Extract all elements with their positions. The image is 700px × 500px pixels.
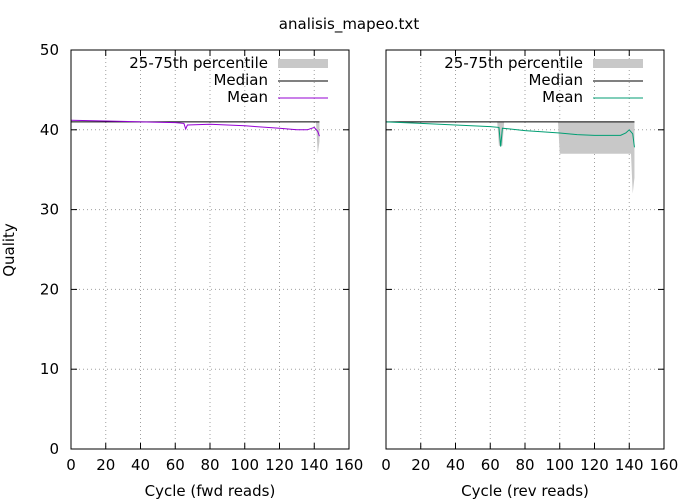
mean-line [385, 121, 635, 148]
percentile-band [71, 121, 320, 154]
legend-label: Median [528, 71, 583, 89]
figure-title: analisis_mapeo.txt [279, 15, 420, 34]
x-tick-label: 20 [96, 456, 115, 474]
y-tick-label: 50 [40, 41, 59, 59]
x-tick-label: 100 [545, 456, 574, 474]
legend-label: 25-75th percentile [129, 54, 268, 72]
x-tick-label: 160 [650, 456, 679, 474]
percentile-band [386, 121, 635, 194]
plot-border [70, 49, 350, 450]
x-tick-label: 0 [381, 456, 391, 474]
x-tick-label: 140 [615, 456, 644, 474]
legend-label: Mean [227, 88, 268, 106]
x-tick-label: 80 [200, 456, 219, 474]
panel-rev: 0 20 40 60 80 100 120 140 160 Cycle (rev reads) 25… [381, 49, 679, 500]
x-tick-label: 0 [66, 456, 76, 474]
figure-ylabel: Quality [0, 223, 18, 277]
x-tick-label: 80 [515, 456, 534, 474]
mean-line [70, 119, 320, 137]
x-tick-label: 60 [166, 456, 185, 474]
x-tick-label: 40 [131, 456, 150, 474]
y-tick-label: 40 [40, 121, 59, 139]
legend-label: 25-75th percentile [444, 54, 583, 72]
x-axis-label: Cycle (rev reads) [461, 482, 589, 500]
legend-swatch-band [278, 59, 328, 68]
legend-swatch-band [593, 59, 643, 68]
x-tick-label: 60 [481, 456, 500, 474]
x-tick-label: 140 [300, 456, 329, 474]
x-tick-label: 20 [411, 456, 430, 474]
y-tick-label: 30 [40, 201, 59, 219]
plot-border [385, 49, 665, 450]
x-tick-label: 120 [580, 456, 609, 474]
y-tick-label: 10 [40, 360, 59, 378]
y-tick-label: 0 [49, 440, 59, 458]
x-tick-label: 100 [230, 456, 259, 474]
x-axis-label: Cycle (fwd reads) [145, 482, 276, 500]
legend-label: Mean [542, 88, 583, 106]
x-tick-label: 160 [335, 456, 364, 474]
panel-fwd: 0 20 40 60 80 100 120 140 160 0 10 20 30 40 50 Cycle (f… [40, 41, 363, 500]
legend-label: Median [213, 71, 268, 89]
x-tick-label: 120 [265, 456, 294, 474]
x-tick-label: 40 [446, 456, 465, 474]
chart-panels: 0 20 40 60 80 100 120 140 160 0 10 20 30 40 50 Cycle (f… [40, 41, 678, 500]
y-tick-label: 20 [40, 280, 59, 298]
